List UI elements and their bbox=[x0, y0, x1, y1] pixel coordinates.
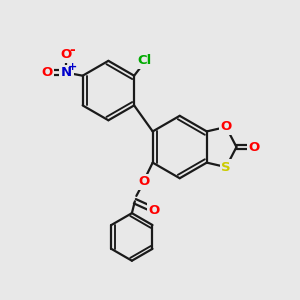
Text: O: O bbox=[220, 121, 232, 134]
Text: +: + bbox=[68, 62, 77, 72]
Text: O: O bbox=[61, 48, 72, 62]
Text: S: S bbox=[221, 160, 231, 174]
Text: O: O bbox=[249, 140, 260, 154]
Text: -: - bbox=[69, 44, 75, 57]
Text: N: N bbox=[61, 66, 72, 79]
Text: O: O bbox=[148, 204, 160, 217]
Text: O: O bbox=[41, 66, 52, 79]
Text: Cl: Cl bbox=[137, 54, 152, 67]
Text: O: O bbox=[138, 176, 149, 188]
